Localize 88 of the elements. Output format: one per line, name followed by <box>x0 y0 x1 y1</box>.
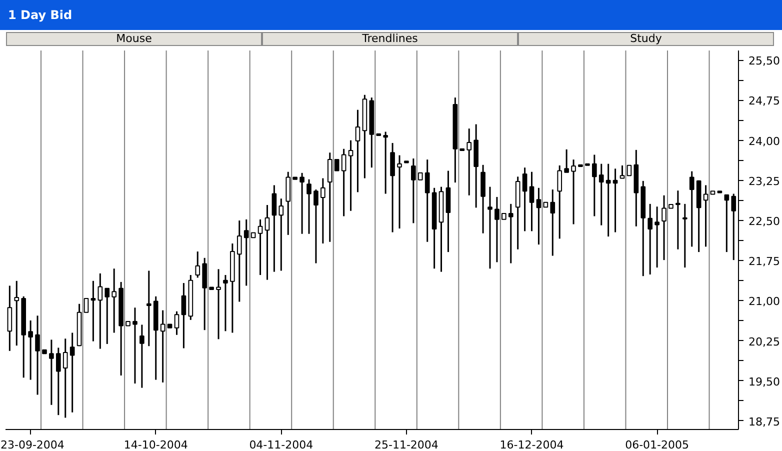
candlestick <box>278 198 284 272</box>
candlestick <box>383 131 388 195</box>
candlestick <box>104 288 110 345</box>
candlestick <box>488 186 492 270</box>
candlestick <box>598 163 604 226</box>
candlestick <box>620 164 625 180</box>
candlestick <box>390 142 395 233</box>
candlestick <box>557 164 562 240</box>
candlestick <box>676 190 680 250</box>
candlestick <box>334 159 340 172</box>
y-tick-label: 24,75 <box>748 94 780 108</box>
candlestick <box>216 268 221 340</box>
candlestick <box>146 270 152 347</box>
candlestick <box>355 109 360 193</box>
y-tick-label: 22,50 <box>748 214 780 228</box>
candlestick <box>648 203 653 276</box>
y-tick-label: 18,75 <box>748 415 780 428</box>
candlestick <box>564 148 569 174</box>
candlestick <box>612 168 618 233</box>
y-tick-label: 24,00 <box>748 134 780 148</box>
x-tick-label: 16-12-2004 <box>500 438 564 451</box>
candlestick <box>258 218 263 276</box>
candlestick <box>35 314 40 396</box>
candlestick <box>314 188 318 264</box>
candlestick <box>536 187 542 246</box>
candlestick <box>160 310 166 384</box>
x-tick-label: 25-11-2004 <box>374 438 438 451</box>
candlestick <box>654 206 660 268</box>
candlestick <box>244 218 249 286</box>
candlestick <box>703 184 708 248</box>
candlestick <box>223 274 228 332</box>
candlestick <box>571 158 576 225</box>
candlestick <box>132 306 138 384</box>
candlestick <box>689 170 694 248</box>
candlestick <box>49 338 54 406</box>
text: Study <box>518 32 774 46</box>
candlestick <box>112 268 117 334</box>
candlestick <box>140 324 144 389</box>
text: Trendlines <box>262 32 518 46</box>
x-tick-label: 04-11-2004 <box>249 438 314 451</box>
candlestick <box>14 280 20 346</box>
y-tick-label: 25,50 <box>748 54 780 68</box>
candlestick <box>84 298 89 313</box>
candlestick <box>550 188 556 257</box>
candlestick <box>28 320 33 381</box>
y-tick-label: 20,25 <box>748 335 780 348</box>
candlestick <box>494 196 500 263</box>
candlestick <box>264 204 270 281</box>
candlestick <box>348 140 354 212</box>
candlestick <box>195 250 200 278</box>
y-tick-label: 21,75 <box>748 255 780 268</box>
candlestick <box>682 203 688 268</box>
candlestick <box>529 171 534 232</box>
candlestick <box>320 178 326 244</box>
candlestick <box>341 148 346 217</box>
candlestick <box>626 164 632 176</box>
candlestick <box>397 154 402 230</box>
x-tick-label: 14-10-2004 <box>124 438 188 451</box>
candlestick <box>236 220 242 302</box>
candlestick <box>174 310 180 336</box>
candlestick <box>411 158 416 224</box>
text: Mouse <box>6 32 262 46</box>
candlestick <box>306 178 312 235</box>
candlestick <box>662 194 666 261</box>
candlestick <box>62 338 68 418</box>
candlestick <box>70 332 75 414</box>
candlestick <box>508 203 514 264</box>
candlestick <box>90 280 96 342</box>
chart-title: 1 Day Bid <box>8 7 72 24</box>
candlestick <box>98 272 103 350</box>
candlestick <box>606 163 611 238</box>
y-tick-label: 19,50 <box>748 375 780 388</box>
candlestick <box>724 194 730 253</box>
x-tick-label: 06-01-2005 <box>625 438 690 451</box>
candlestick <box>731 193 736 261</box>
candlestick <box>300 172 304 235</box>
y-tick-label: 23,25 <box>748 174 780 188</box>
x-tick-label: 23-09-2004 <box>0 438 64 451</box>
candlestick <box>592 154 597 217</box>
candlestick <box>424 158 430 243</box>
candlestick <box>56 346 61 416</box>
candlestick <box>327 152 332 243</box>
candlestick <box>272 184 277 273</box>
candlestick <box>466 128 472 196</box>
candlestick <box>522 166 528 232</box>
y-tick-label: 21,00 <box>748 295 780 308</box>
candlestick <box>181 282 186 349</box>
candlestick <box>7 284 12 352</box>
